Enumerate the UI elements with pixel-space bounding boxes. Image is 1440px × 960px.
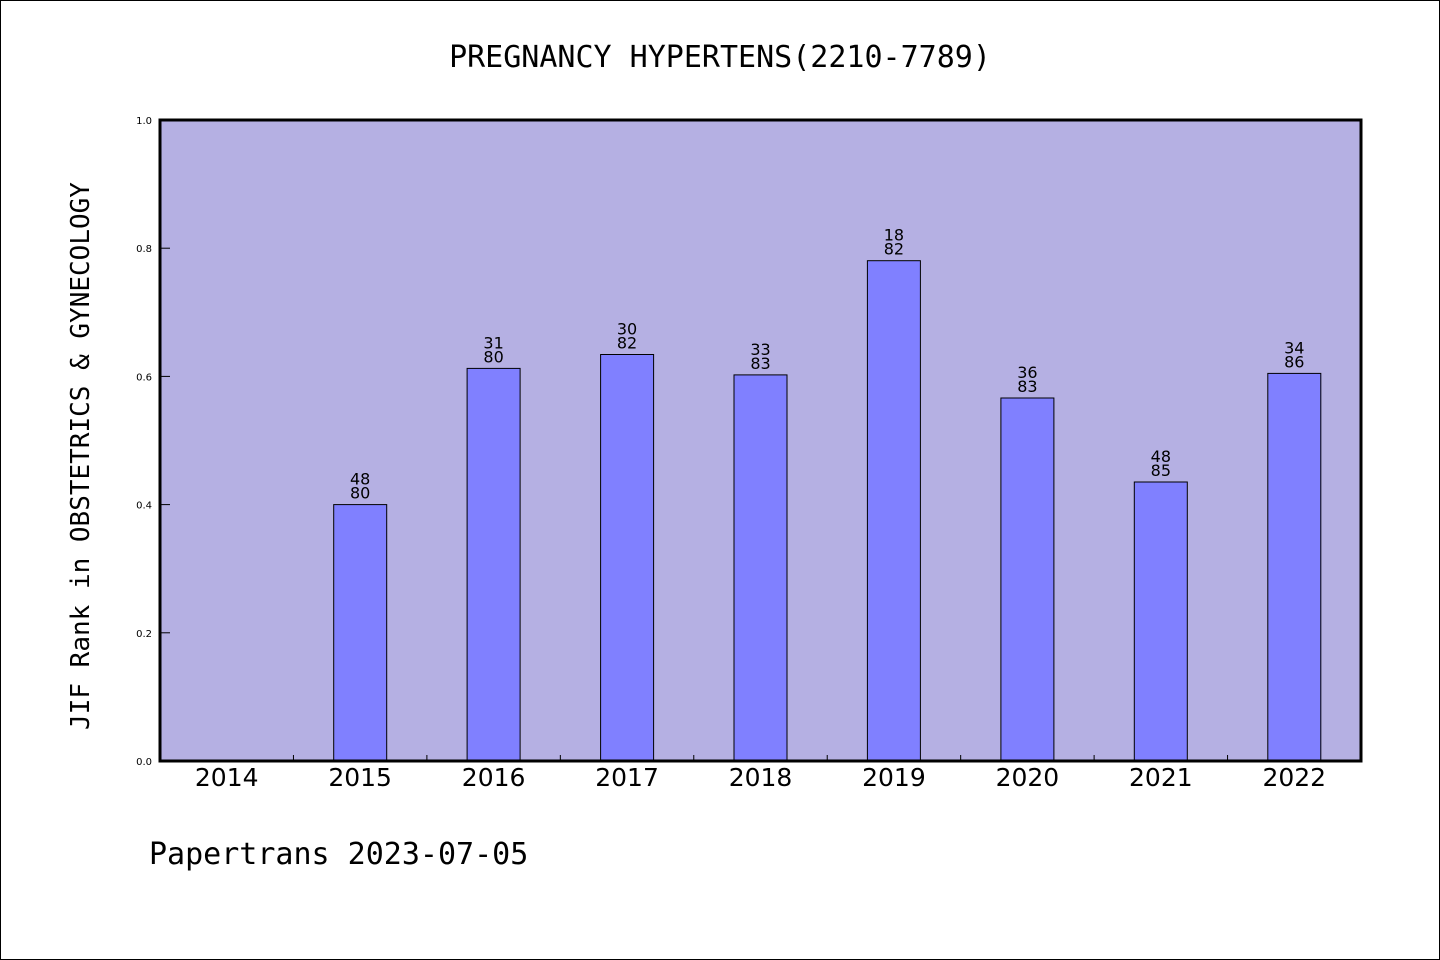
bar-label-total-2020: 83 [1017,377,1037,396]
bar-label-rank-2016: 31 [483,333,503,352]
x-tick-label: 2017 [595,763,659,792]
bar-2020 [1000,397,1055,762]
x-tick-label: 2021 [1129,763,1193,792]
bar-2018 [733,374,788,762]
bar-2019 [866,260,921,762]
chart-title: PREGNANCY HYPERTENS(2210-7789) [449,40,991,75]
bar-label-rank-2021: 48 [1151,447,1171,466]
bar-label-rank-2015: 48 [350,470,370,489]
bar-2021 [1133,481,1188,762]
y-tick-label: 0.0 [136,757,152,768]
y-axis-label: JIF Rank in OBSTETRICS & GYNECOLOGY [66,182,96,730]
bar-2022 [1267,372,1322,762]
bar-label-rank-2018: 33 [750,340,770,359]
bar-label-total-2021: 85 [1151,461,1171,480]
bar-2015 [333,504,388,762]
plot-border [158,118,1363,763]
y-tick-label: 0.4 [136,501,152,512]
bar-label-rank-2020: 36 [1017,363,1037,382]
y-axis-ticks: 0.0 0.2 0.4 0.6 0.8 1.0 [136,116,170,768]
x-tick-label: 2016 [462,763,526,792]
bars-group [333,260,1322,762]
y-tick-label: 0.2 [136,629,152,640]
x-tick-label: 2015 [328,763,392,792]
bar-label-total-2016: 80 [483,347,503,366]
x-tick-label: 2018 [729,763,793,792]
bar-2016 [466,367,521,762]
bar-2017 [600,354,655,762]
bar-label-rank-2019: 18 [884,226,904,245]
x-tick-label: 2014 [195,763,259,792]
x-tick-label: 2022 [1262,763,1326,792]
bar-label-total-2019: 82 [884,240,904,259]
bar-label-total-2022: 86 [1284,352,1304,371]
footer-text: Papertrans 2023-07-05 [149,837,528,872]
y-tick-label: 0.8 [136,244,152,255]
bar-label-rank-2022: 34 [1284,338,1304,357]
y-tick-label: 0.6 [136,372,152,383]
bar-label-total-2018: 83 [750,354,770,373]
x-tick-label: 2020 [996,763,1060,792]
bar-label-total-2017: 82 [617,334,637,353]
y-tick-label: 1.0 [136,116,152,127]
x-tick-label: 2019 [862,763,926,792]
x-axis-ticks: 2014 2015 2016 2017 2018 2019 2020 2021 2022 [195,755,1326,792]
bar-label-total-2015: 80 [350,484,370,503]
bar-label-rank-2017: 30 [617,320,637,339]
